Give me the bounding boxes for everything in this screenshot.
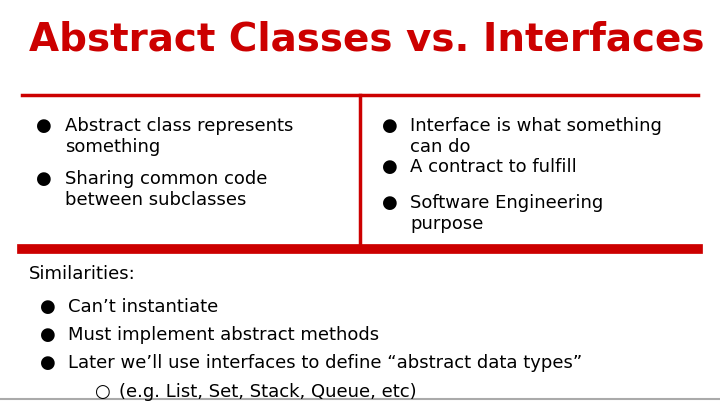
Text: ●: ● — [40, 326, 55, 344]
Text: Similarities:: Similarities: — [29, 265, 135, 283]
Text: Abstract Classes vs. Interfaces: Abstract Classes vs. Interfaces — [29, 20, 704, 58]
Text: Abstract class represents
something: Abstract class represents something — [65, 117, 293, 156]
Text: ○: ○ — [94, 383, 109, 401]
Text: ●: ● — [382, 158, 397, 176]
Text: ●: ● — [36, 170, 52, 188]
Text: Interface is what something
can do: Interface is what something can do — [410, 117, 662, 156]
Text: ●: ● — [36, 117, 52, 135]
Text: Later we’ll use interfaces to define “abstract data types”: Later we’ll use interfaces to define “ab… — [68, 354, 582, 372]
Text: Software Engineering
purpose: Software Engineering purpose — [410, 194, 603, 233]
Text: A contract to fulfill: A contract to fulfill — [410, 158, 577, 176]
Text: ●: ● — [40, 298, 55, 315]
Text: ●: ● — [382, 117, 397, 135]
Text: Must implement abstract methods: Must implement abstract methods — [68, 326, 379, 344]
Text: ●: ● — [382, 194, 397, 212]
Text: Can’t instantiate: Can’t instantiate — [68, 298, 219, 315]
Text: ●: ● — [40, 354, 55, 372]
Text: (e.g. List, Set, Stack, Queue, etc): (e.g. List, Set, Stack, Queue, etc) — [119, 383, 416, 401]
Text: Sharing common code
between subclasses: Sharing common code between subclasses — [65, 170, 267, 209]
